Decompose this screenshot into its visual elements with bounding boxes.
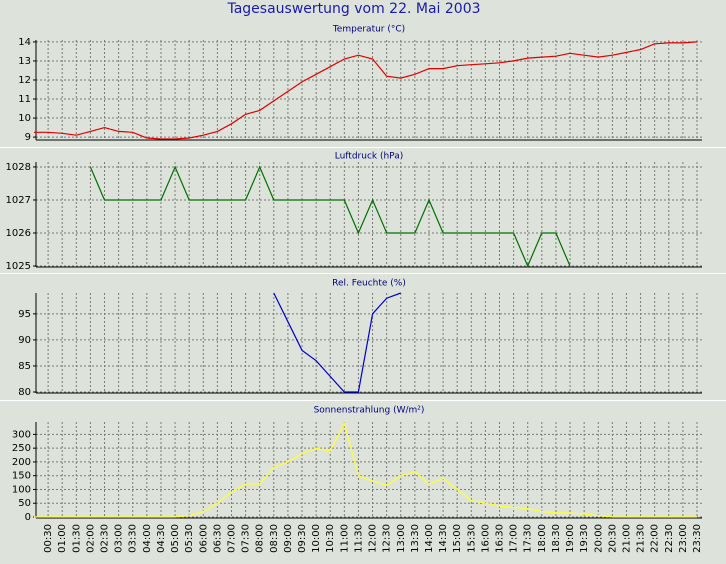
y-tick-label: 1025 [6, 261, 31, 272]
panel-title: Sonnenstrahlung (W/m²) [314, 406, 425, 416]
x-tick-label: 11:00 [339, 524, 350, 553]
x-tick-label: 10:30 [325, 524, 336, 553]
x-tick-label: 03:00 [114, 524, 125, 553]
y-tick-label: 12 [18, 75, 31, 86]
x-tick-label: 16:30 [495, 524, 506, 553]
x-tick-label: 06:30 [212, 524, 223, 553]
x-tick-label: 09:30 [297, 524, 308, 553]
x-tick-label: 14:30 [438, 524, 449, 553]
x-tick-label: 11:30 [353, 524, 364, 553]
x-tick-label: 20:00 [593, 524, 604, 553]
x-tick-label: 12:30 [382, 524, 393, 553]
x-tick-label: 04:30 [156, 524, 167, 553]
x-tick-label: 02:00 [85, 524, 96, 553]
y-tick-label: 50 [18, 498, 31, 509]
x-tick-label: 13:30 [410, 524, 421, 553]
data-line [34, 41, 698, 140]
x-tick-label: 09:00 [283, 524, 294, 553]
x-tick-label: 15:30 [466, 524, 477, 553]
y-tick-label: 14 [18, 37, 31, 48]
y-tick-label: 1027 [6, 195, 31, 206]
y-tick-label: 150 [12, 471, 31, 482]
data-line [89, 165, 571, 268]
panel-title: Temperatur (°C) [332, 25, 405, 35]
x-tick-label: 18:00 [537, 524, 548, 553]
x-tick-label: 17:00 [509, 524, 520, 553]
y-tick-label: 10 [18, 113, 31, 124]
x-tick-label: 05:00 [170, 524, 181, 553]
y-tick-label: 95 [18, 309, 31, 320]
x-tick-label: 06:00 [198, 524, 209, 553]
x-tick-label: 07:30 [241, 524, 252, 553]
x-tick-label: 21:00 [621, 524, 632, 553]
y-tick-label: 100 [12, 484, 31, 495]
x-tick-label: 13:00 [396, 524, 407, 553]
y-tick-label: 85 [18, 361, 31, 372]
x-tick-label: 23:30 [692, 524, 703, 553]
x-tick-label: 07:00 [226, 524, 237, 553]
x-tick-label: 23:00 [678, 524, 689, 553]
y-tick-label: 9 [25, 132, 31, 143]
y-tick-label: 1028 [6, 162, 31, 173]
x-tick-label: 18:30 [551, 524, 562, 553]
data-line [34, 421, 697, 518]
x-tick-label: 20:30 [607, 524, 618, 553]
x-tick-label: 22:00 [650, 524, 661, 553]
panel-title: Rel. Feuchte (%) [332, 279, 406, 289]
x-tick-label: 14:00 [424, 524, 435, 553]
y-tick-label: 13 [18, 56, 31, 67]
x-tick-label: 19:30 [579, 524, 590, 553]
y-tick-label: 200 [12, 457, 31, 468]
x-tick-label: 02:30 [100, 524, 111, 553]
x-tick-label: 21:30 [636, 524, 647, 553]
y-tick-label: 11 [18, 94, 31, 105]
x-tick-label: 08:30 [269, 524, 280, 553]
y-tick-label: 90 [18, 335, 31, 346]
x-tick-label: 15:00 [452, 524, 463, 553]
page-title: Tagesauswertung vom 22. Mai 2003 [226, 1, 480, 17]
x-tick-label: 00:30 [43, 524, 54, 553]
y-tick-label: 0 [25, 512, 31, 523]
x-tick-label: 16:00 [480, 524, 491, 553]
x-tick-label: 12:00 [368, 524, 379, 553]
x-tick-label: 04:00 [142, 524, 153, 553]
x-tick-label: 01:00 [57, 524, 68, 553]
y-tick-label: 250 [12, 443, 31, 454]
y-tick-label: 1026 [6, 228, 31, 239]
y-tick-label: 300 [12, 429, 31, 440]
x-tick-label: 22:30 [664, 524, 675, 553]
x-tick-label: 08:00 [255, 524, 266, 553]
x-tick-label: 05:30 [184, 524, 195, 553]
x-tick-label: 03:30 [128, 524, 139, 553]
x-tick-label: 19:00 [565, 524, 576, 553]
x-tick-label: 10:00 [311, 524, 322, 553]
y-tick-label: 80 [18, 387, 31, 398]
x-tick-label: 17:30 [523, 524, 534, 553]
panel-title: Luftdruck (hPa) [335, 152, 404, 162]
data-line [273, 292, 402, 393]
x-tick-label: 01:30 [71, 524, 82, 553]
